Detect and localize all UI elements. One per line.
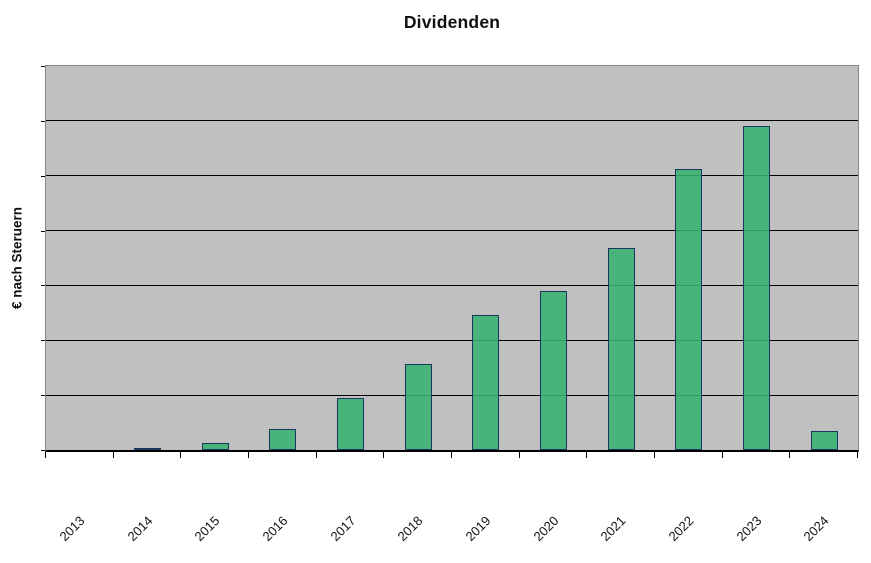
gridline: [46, 230, 858, 232]
y-axis-tick: [41, 340, 45, 342]
x-axis-tick: [654, 452, 655, 458]
y-axis-tick: [41, 450, 45, 451]
bar-2021: [607, 247, 635, 450]
y-axis-tick: [41, 285, 45, 287]
y-axis-tick: [41, 120, 45, 122]
x-axis-label-2015: 2015: [191, 513, 223, 545]
x-axis-tick: [315, 452, 317, 458]
x-axis-label-2014: 2014: [124, 513, 156, 545]
gridline: [46, 175, 858, 177]
plot-area: [45, 65, 859, 452]
x-axis-label-2020: 2020: [530, 513, 562, 545]
y-axis-tick: [41, 230, 45, 232]
x-axis-tick: [518, 452, 520, 458]
x-axis-label-2022: 2022: [665, 513, 697, 545]
gridline: [46, 120, 858, 122]
x-axis-tick: [586, 452, 588, 458]
y-axis-title: € nach Steruern: [9, 206, 25, 310]
bar-2018: [404, 364, 432, 450]
bar-2022: [675, 168, 703, 450]
bar-2024: [810, 430, 838, 450]
x-axis-tick: [721, 452, 723, 458]
y-axis-tick: [41, 395, 45, 397]
x-axis-tick: [383, 452, 385, 458]
x-axis-label-2016: 2016: [259, 513, 291, 545]
chart-title: Dividenden: [403, 12, 501, 32]
bar-2016: [269, 429, 297, 450]
bar-2014: [134, 447, 161, 450]
gridline: [46, 339, 858, 341]
bar-2020: [540, 290, 567, 450]
x-axis-tick: [180, 452, 182, 458]
x-axis-tick: [451, 452, 452, 458]
y-axis-tick: [41, 175, 45, 177]
x-axis-tick: [112, 452, 114, 458]
x-axis-label-2024: 2024: [800, 513, 832, 545]
bar-2015: [201, 442, 229, 450]
y-axis-tick: [41, 66, 45, 67]
x-axis-tick: [789, 452, 791, 458]
x-axis-label-2023: 2023: [733, 513, 765, 545]
x-axis-tick: [45, 452, 46, 458]
x-axis-label-2019: 2019: [462, 513, 494, 545]
gridline: [46, 284, 858, 286]
x-axis-tick: [248, 452, 249, 458]
x-axis-label-2013: 2013: [56, 513, 88, 545]
bar-2019: [472, 315, 500, 450]
x-axis-tick: [857, 452, 858, 458]
x-axis-label-2018: 2018: [394, 513, 426, 545]
x-axis-label-2021: 2021: [597, 513, 629, 545]
x-axis-label-2017: 2017: [327, 513, 359, 545]
bar-2023: [743, 126, 770, 450]
bar-2017: [337, 397, 364, 450]
gridline: [46, 394, 858, 396]
